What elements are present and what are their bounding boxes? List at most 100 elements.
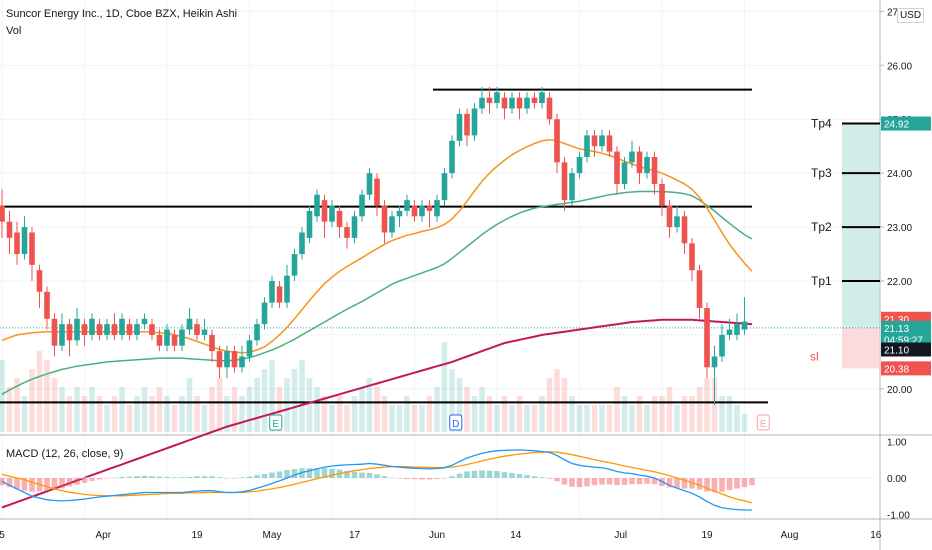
candle-body: [96, 324, 103, 335]
macd-histogram-bar: [734, 478, 740, 489]
macd-histogram-bar: [629, 478, 635, 485]
candle-body: [306, 210, 313, 238]
macd-histogram-bar: [419, 478, 425, 480]
macd-histogram-bar: [21, 478, 28, 491]
volume-bar: [141, 387, 148, 432]
candle: [299, 227, 305, 260]
candle-body: [171, 334, 178, 346]
macd-histogram-bar: [246, 476, 253, 478]
candle: [291, 248, 298, 282]
macd-histogram-bar: [209, 476, 215, 478]
candle-body: [156, 334, 163, 346]
candle: [464, 108, 470, 147]
volume-bar: [231, 387, 238, 432]
macd-histogram-bar: [464, 471, 470, 478]
currency-badge[interactable]: USD: [897, 8, 925, 23]
macd-histogram-bar: [719, 478, 725, 492]
profit-zone: [842, 123, 880, 328]
candle: [104, 318, 110, 341]
volume-bar: [434, 387, 440, 432]
target-label: Tp4: [811, 117, 832, 131]
candle-body: [66, 324, 73, 341]
candle: [599, 130, 605, 152]
candle-body: [81, 324, 88, 335]
candle-body: [321, 200, 328, 222]
volume-bar: [479, 387, 485, 432]
volume-bar: [539, 396, 545, 432]
candle-body: [569, 173, 575, 201]
candle: [314, 189, 320, 222]
volume-bar: [261, 369, 268, 432]
candle-body: [74, 318, 80, 341]
macd-histogram-bar: [741, 478, 748, 488]
candle: [509, 92, 515, 114]
macd-histogram-bar: [591, 478, 598, 486]
volume-bar: [374, 387, 380, 432]
candle: [494, 86, 500, 109]
volume-bar: [359, 387, 365, 432]
candle-body: [614, 151, 620, 184]
candle-body: [104, 324, 110, 335]
macd-histogram-bar: [119, 476, 125, 478]
volume-bar: [291, 369, 298, 432]
candle: [246, 334, 253, 362]
macd-histogram-bar: [126, 476, 133, 478]
candle-body: [179, 329, 185, 346]
macd-histogram-bar: [44, 478, 50, 492]
macd-histogram-bar: [456, 473, 463, 478]
candle-body: [164, 329, 170, 346]
candle-body: [44, 291, 50, 319]
candle: [164, 324, 170, 352]
candle-body: [291, 254, 298, 276]
macd-histogram-bar: [666, 478, 673, 488]
volume-bar: [51, 378, 58, 432]
candle: [441, 167, 448, 206]
candle: [89, 313, 95, 341]
candle-body: [726, 329, 733, 335]
volume-bar: [644, 405, 650, 432]
event-letter: D: [452, 419, 459, 430]
candle: [614, 146, 620, 195]
candle: [456, 108, 463, 147]
candle-body: [59, 324, 65, 346]
macd-histogram-bar: [426, 478, 433, 480]
volume-bar: [336, 396, 343, 432]
volume-bar: [614, 387, 620, 432]
volume-bar: [111, 396, 118, 432]
volume-bar: [134, 396, 140, 432]
event-letter: E: [272, 419, 279, 430]
candle: [231, 345, 238, 373]
candle-body: [261, 302, 268, 325]
price-tag-text: 20.38: [884, 364, 909, 375]
candle: [584, 130, 590, 163]
symbol-title: Suncor Energy Inc., 1D, Cboe BZX, Heikin…: [6, 8, 238, 20]
macd-histogram-bar: [321, 468, 328, 478]
volume-bar: [561, 378, 568, 432]
candle: [569, 167, 575, 206]
candle-body: [0, 205, 5, 222]
macd-histogram-bar: [224, 478, 230, 479]
macd-histogram-bar: [89, 478, 95, 481]
volume-indicator-label: Vol: [6, 25, 22, 37]
candle-body: [644, 156, 650, 174]
candle-body: [111, 324, 118, 335]
macd-histogram-bar: [569, 478, 575, 487]
volume-bar: [329, 405, 335, 432]
candle: [651, 151, 658, 195]
volume-bar: [314, 387, 320, 432]
volume-bar: [734, 405, 740, 432]
macd-histogram-bar: [434, 478, 440, 480]
candle: [81, 318, 88, 346]
volume-bar: [299, 360, 305, 432]
candle: [141, 313, 148, 330]
volume-bar: [584, 405, 590, 432]
candle: [434, 194, 440, 222]
candle-body: [6, 221, 13, 238]
moving-average-slow: [1, 318, 753, 509]
macd-histogram-bar: [141, 475, 148, 478]
candle-body: [314, 194, 320, 217]
candle: [666, 200, 673, 238]
macd-indicator-label: MACD (12, 26, close, 9): [6, 448, 124, 460]
candle: [546, 92, 553, 125]
